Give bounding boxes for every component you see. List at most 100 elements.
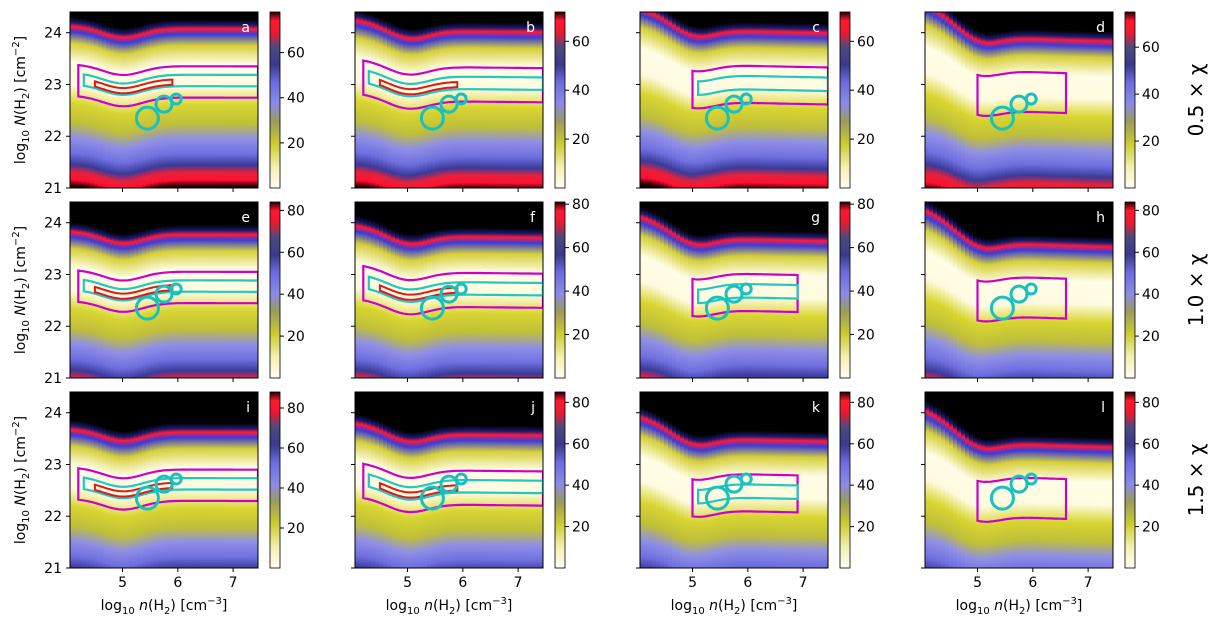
panel-i: i 5 6 7 21 22 23 24 20 40 60 80 log10 n(H2) [cm−3] lo…	[11, 391, 305, 617]
colorbar-tick-label: 40	[287, 481, 305, 497]
heatmap-strip	[535, 216, 540, 378]
heatmap-strip	[1013, 424, 1018, 568]
heatmap-strip	[387, 413, 392, 568]
heatmap-strip	[961, 415, 966, 568]
heatmap-strip	[1057, 19, 1062, 188]
heatmap-strip	[1077, 425, 1082, 568]
contour-red	[93, 78, 174, 95]
heatmap-strip	[110, 220, 115, 378]
heatmap-strip	[1097, 20, 1102, 188]
colorbar-tick-label: 40	[572, 83, 590, 99]
heatmap-strip	[1009, 424, 1014, 568]
heatmap-strip	[768, 12, 773, 188]
heatmap-strip	[989, 21, 994, 188]
heatmap-strip	[1037, 224, 1042, 378]
heatmap-strip	[712, 13, 717, 188]
heatmap-strip	[190, 12, 195, 188]
heatmap-strip	[166, 214, 171, 378]
observation-marker	[454, 472, 468, 486]
heatmap-strip	[680, 417, 685, 568]
panel-a: a 21 22 23 24 20 40 60 log10 N(H2) [cm−2]	[11, 11, 305, 197]
heatmap-strip	[1033, 424, 1038, 568]
heatmap-strip	[242, 213, 247, 378]
heatmap-strip	[1073, 425, 1078, 568]
colorbar	[839, 391, 851, 569]
colorbar	[554, 391, 566, 569]
heatmap-strip	[652, 400, 657, 568]
heatmap-strip	[977, 425, 982, 568]
heatmap-strip	[523, 216, 528, 378]
heatmap-strip	[98, 216, 103, 378]
heatmap-strip	[202, 213, 207, 378]
heatmap-strip	[1057, 224, 1062, 378]
heatmap	[640, 202, 828, 378]
heatmap-strip	[519, 414, 524, 568]
heatmap-strip	[652, 12, 657, 188]
heatmap-strip	[194, 411, 199, 568]
heatmap-strip	[812, 420, 817, 568]
x-axis-label: log10 n(H2) [cm−3]	[956, 596, 1083, 617]
heatmap-strip	[371, 208, 376, 378]
heatmap-strip	[102, 415, 107, 568]
heatmap-strip	[1061, 224, 1066, 378]
heatmap-strip	[495, 414, 500, 568]
panel-frame	[354, 201, 544, 379]
heatmap-strip	[479, 12, 484, 188]
contours	[362, 59, 543, 110]
heatmap-strip	[808, 219, 813, 378]
x-tick-label: 7	[799, 575, 808, 591]
heatmap-strip	[1049, 224, 1054, 378]
panel-frame	[924, 201, 1114, 379]
heatmap-strip	[800, 219, 805, 378]
heatmap-strip	[463, 414, 468, 568]
heatmap-strip	[993, 21, 998, 188]
heatmap-strip	[1105, 226, 1110, 378]
heatmap-strip	[186, 213, 191, 378]
heatmap-strip	[800, 420, 805, 568]
heatmap	[925, 392, 1113, 568]
heatmap-strip	[423, 15, 428, 188]
heatmap-strip	[929, 202, 934, 378]
panel-c: c 20 40 60	[636, 11, 875, 192]
x-tick-label: 6	[1028, 575, 1037, 591]
heatmap-strip	[210, 12, 215, 188]
heatmap-strip	[214, 12, 219, 188]
heatmap-strip	[696, 223, 701, 378]
heatmap-strip	[134, 418, 139, 568]
heatmap-strip	[511, 414, 516, 568]
x-axis-label: log10 n(H2) [cm−3]	[101, 596, 228, 617]
heatmap-strip	[925, 12, 930, 188]
heatmap-strip	[977, 19, 982, 188]
x-tick-label: 6	[743, 575, 752, 591]
heatmap-strip	[523, 414, 528, 568]
heatmap-strip	[933, 202, 938, 378]
panel-l: l 5 6 7 20 40 60 80 log10 n(H2) [cm−3]	[921, 391, 1160, 617]
heatmap-strip	[969, 15, 974, 188]
y-axis-label: log10 N(H2) [cm−2]	[11, 416, 32, 544]
heatmap-strip	[367, 207, 372, 378]
panel-k: k 5 6 7 20 40 60 80 log10 n(H2) [cm−3]	[636, 391, 875, 617]
heatmap-strip	[780, 419, 785, 568]
heatmap-strip	[166, 411, 171, 568]
heatmap-strip	[664, 206, 669, 378]
heatmap-strip	[214, 411, 219, 568]
heatmap-strip	[1049, 424, 1054, 568]
heatmap-strip	[98, 12, 103, 188]
heatmap-strip	[748, 419, 753, 568]
heatmap-strip	[820, 12, 825, 188]
heatmap	[640, 394, 828, 568]
observation-marker	[739, 282, 753, 296]
heatmap-strip	[90, 214, 95, 378]
contour-magenta	[77, 63, 258, 108]
heatmap-strip	[198, 411, 203, 568]
heatmap-strip	[708, 423, 713, 568]
heatmap-strip	[792, 12, 797, 188]
heatmap	[355, 12, 543, 188]
heatmap-strip	[170, 213, 175, 378]
heatmap-strip	[515, 414, 520, 568]
observation-marker	[154, 284, 174, 304]
heatmap-strip	[744, 419, 749, 568]
heatmap-strip	[371, 406, 376, 568]
heatmap-strip	[230, 213, 235, 378]
heatmap-strip	[937, 12, 942, 188]
